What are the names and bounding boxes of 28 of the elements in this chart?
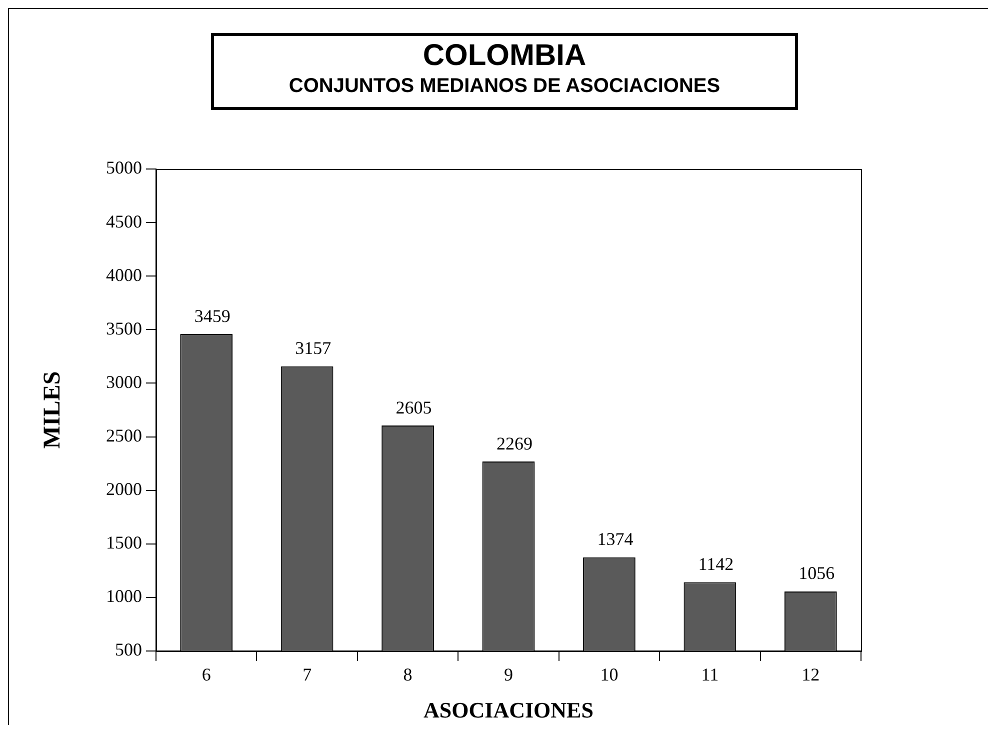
y-axis-title: MILES bbox=[40, 371, 66, 449]
x-tick-label: 8 bbox=[403, 664, 412, 685]
data-label: 2605 bbox=[396, 397, 432, 418]
data-label: 2269 bbox=[496, 433, 532, 454]
y-tick-label: 1000 bbox=[106, 586, 142, 606]
data-label: 3157 bbox=[295, 338, 332, 358]
y-tick-label: 5000 bbox=[106, 158, 142, 178]
y-tick-label: 2500 bbox=[106, 426, 142, 446]
data-label: 1374 bbox=[597, 529, 634, 550]
y-tick-label: 2000 bbox=[106, 479, 142, 500]
chart-title: COLOMBIA bbox=[422, 39, 588, 73]
y-tick-label: 1500 bbox=[106, 532, 142, 553]
data-label: 3459 bbox=[194, 306, 230, 326]
chart-subtitle: CONJUNTOS MEDIANOS DE ASOCIACIONES bbox=[288, 74, 722, 99]
y-tick-label: 500 bbox=[115, 640, 142, 660]
data-label: 1056 bbox=[798, 563, 835, 584]
y-tick-label: 4500 bbox=[106, 211, 142, 232]
y-tick-label: 3500 bbox=[106, 318, 142, 338]
y-tick-label: 3000 bbox=[106, 372, 142, 392]
x-tick-label: 10 bbox=[600, 664, 618, 685]
x-tick-label: 11 bbox=[701, 664, 719, 685]
y-tick-label: 4000 bbox=[106, 264, 142, 285]
x-tick-label: 9 bbox=[504, 664, 513, 685]
x-axis-title: ASOCIACIONES bbox=[424, 697, 594, 722]
x-tick-label: 7 bbox=[302, 664, 312, 685]
data-label: 1142 bbox=[698, 554, 734, 574]
x-tick-label: 6 bbox=[202, 664, 211, 685]
x-tick-label: 12 bbox=[802, 664, 820, 685]
